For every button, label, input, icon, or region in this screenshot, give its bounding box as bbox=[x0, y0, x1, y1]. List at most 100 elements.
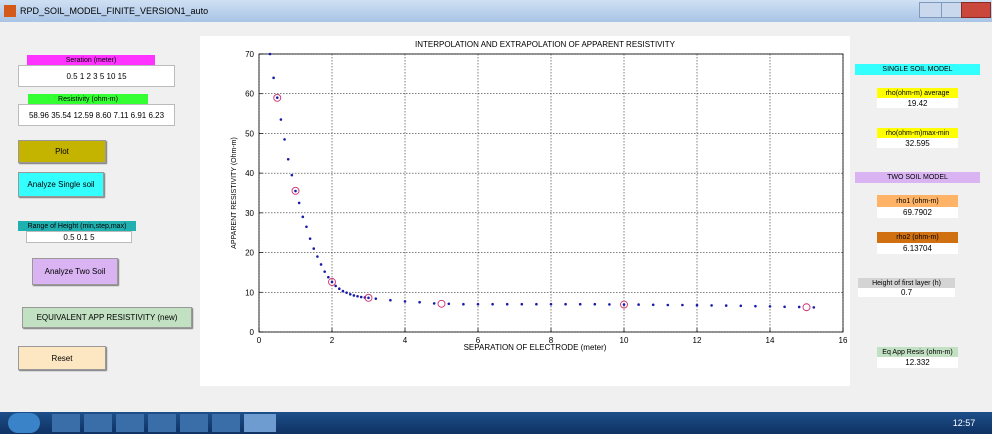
interpolated-point bbox=[291, 174, 294, 177]
interpolated-point bbox=[338, 287, 341, 290]
interpolated-point bbox=[769, 305, 772, 308]
interpolated-point bbox=[276, 96, 279, 99]
single-soil-header: SINGLE SOIL MODEL bbox=[855, 64, 980, 75]
interpolated-point bbox=[740, 304, 743, 307]
interpolated-point bbox=[342, 290, 345, 293]
interpolated-point bbox=[345, 291, 348, 294]
rho-average-value: 19.42 bbox=[877, 98, 958, 108]
taskbar-app[interactable] bbox=[180, 414, 208, 432]
interpolated-point bbox=[331, 281, 334, 284]
interpolated-point bbox=[294, 190, 297, 193]
reset-button[interactable]: Reset bbox=[18, 346, 106, 370]
x-tick-label: 4 bbox=[403, 336, 408, 345]
taskbar-app[interactable] bbox=[148, 414, 176, 432]
interpolated-point bbox=[798, 306, 801, 309]
taskbar-app[interactable] bbox=[84, 414, 112, 432]
interpolated-point bbox=[280, 118, 283, 121]
window: RPD_SOIL_MODEL_FINITE_VERSION1_auto Sera… bbox=[0, 0, 992, 434]
interpolated-point bbox=[418, 301, 421, 304]
interpolated-point bbox=[367, 297, 370, 300]
interpolated-point bbox=[535, 303, 538, 306]
interpolated-point bbox=[448, 303, 451, 306]
y-tick-label: 50 bbox=[245, 129, 254, 138]
interpolated-point bbox=[637, 303, 640, 306]
x-tick-label: 12 bbox=[693, 336, 702, 345]
interpolated-point bbox=[287, 158, 290, 161]
taskbar-app[interactable] bbox=[212, 414, 240, 432]
y-tick-label: 40 bbox=[245, 169, 254, 178]
start-button[interactable] bbox=[8, 413, 40, 433]
interpolated-point bbox=[305, 225, 308, 228]
interpolated-point bbox=[323, 270, 326, 273]
rho2-value: 6.13704 bbox=[877, 243, 958, 254]
interpolated-point bbox=[579, 303, 582, 306]
x-tick-label: 16 bbox=[839, 336, 848, 345]
plot-button[interactable]: Plot bbox=[18, 140, 106, 163]
y-tick-label: 0 bbox=[250, 328, 255, 337]
interpolated-point bbox=[477, 303, 480, 306]
height-first-layer-label: Height of first layer (h) bbox=[858, 278, 955, 288]
interpolated-point bbox=[623, 303, 626, 306]
taskbar-app[interactable] bbox=[52, 414, 80, 432]
chart: INTERPOLATION AND EXTRAPOLATION OF APPAR… bbox=[200, 36, 850, 386]
interpolated-point bbox=[521, 303, 524, 306]
separation-input[interactable]: 0.5 1 2 3 5 10 15 bbox=[18, 65, 175, 87]
interpolated-point bbox=[667, 304, 670, 307]
interpolated-point bbox=[272, 77, 275, 80]
taskbar-app-active[interactable] bbox=[244, 414, 276, 432]
interpolated-point bbox=[320, 263, 323, 266]
interpolated-point bbox=[754, 305, 757, 308]
equivalent-button[interactable]: EQUIVALENT APP RESISTIVITY (new) bbox=[22, 307, 192, 328]
interpolated-point bbox=[375, 297, 378, 300]
taskbar-app[interactable] bbox=[116, 414, 144, 432]
interpolated-point bbox=[334, 285, 337, 288]
interpolated-point bbox=[652, 303, 655, 306]
interpolated-point bbox=[696, 304, 699, 307]
app-icon bbox=[4, 5, 16, 17]
interpolated-point bbox=[404, 300, 407, 303]
chart-background bbox=[200, 36, 850, 386]
interpolated-point bbox=[783, 305, 786, 308]
interpolated-point bbox=[813, 306, 816, 309]
height-range-label: Range of Height (min,step,max) bbox=[18, 221, 136, 231]
x-tick-label: 2 bbox=[330, 336, 335, 345]
rho1-label: rho1 (ohm-m) bbox=[877, 195, 958, 207]
minimize-button[interactable] bbox=[919, 2, 943, 18]
clock: 12:57 bbox=[944, 416, 984, 430]
close-button[interactable] bbox=[961, 2, 991, 18]
chart-title: INTERPOLATION AND EXTRAPOLATION OF APPAR… bbox=[415, 40, 676, 49]
maximize-button[interactable] bbox=[941, 2, 963, 18]
resistivity-label: Resistivity (ohm-m) bbox=[28, 94, 148, 104]
analyze-two-button[interactable]: Analyze Two Soil bbox=[32, 258, 118, 285]
interpolated-point bbox=[550, 303, 553, 306]
interpolated-point bbox=[312, 247, 315, 250]
interpolated-point bbox=[594, 303, 597, 306]
interpolated-point bbox=[710, 304, 713, 307]
interpolated-point bbox=[608, 303, 611, 306]
interpolated-point bbox=[283, 138, 286, 141]
interpolated-point bbox=[360, 296, 363, 299]
rho-maxmin-value: 32.595 bbox=[877, 138, 958, 148]
resistivity-input[interactable]: 58.96 35.54 12.59 8.60 7.11 6.91 6.23 bbox=[18, 104, 175, 126]
y-tick-label: 60 bbox=[245, 90, 254, 99]
rho-maxmin-label: rho(ohm-m)max-min bbox=[877, 128, 958, 138]
eq-app-value: 12.332 bbox=[877, 357, 958, 368]
rho-average-label: rho(ohm-m) average bbox=[877, 88, 958, 98]
interpolated-point bbox=[433, 302, 436, 305]
interpolated-point bbox=[725, 304, 728, 307]
y-axis-label: APPARENT RESISTIVITY (Ohm-m) bbox=[231, 137, 238, 249]
y-tick-label: 20 bbox=[245, 249, 254, 258]
interpolated-point bbox=[356, 295, 359, 298]
rho1-value: 69.7902 bbox=[877, 207, 958, 218]
interpolated-point bbox=[269, 53, 272, 56]
interpolated-point bbox=[302, 216, 305, 219]
interpolated-point bbox=[506, 303, 509, 306]
rho2-label: rho2 (ohm-m) bbox=[877, 232, 958, 243]
height-range-input[interactable]: 0.5 0.1 5 bbox=[26, 231, 132, 243]
x-tick-label: 8 bbox=[549, 336, 554, 345]
x-axis-label: SEPARATION OF ELECTRODE (meter) bbox=[464, 343, 607, 352]
analyze-single-button[interactable]: Analyze Single soil bbox=[18, 172, 104, 197]
y-tick-label: 70 bbox=[245, 50, 254, 59]
interpolated-point bbox=[564, 303, 567, 306]
interpolated-point bbox=[327, 276, 330, 279]
